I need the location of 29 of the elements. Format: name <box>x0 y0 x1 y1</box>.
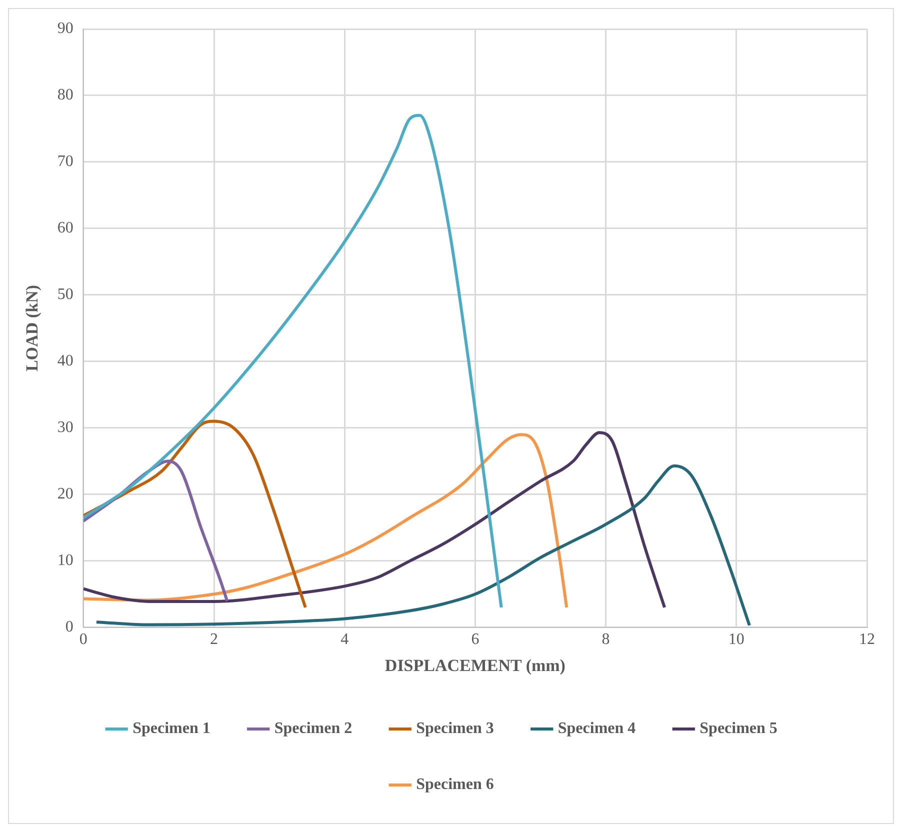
y-tick-label: 30 <box>57 419 74 436</box>
y-tick-label: 90 <box>57 20 74 38</box>
y-tick-label: 80 <box>57 86 74 104</box>
legend-label: Specimen 3 <box>416 720 494 738</box>
y-tick-label: 50 <box>57 286 74 304</box>
x-tick-label: 10 <box>728 631 744 648</box>
x-tick-label: 8 <box>602 631 610 648</box>
line-series <box>94 464 751 627</box>
line-series <box>83 431 666 609</box>
y-tick-label: 20 <box>57 486 74 503</box>
x-tick-label: 2 <box>210 631 218 648</box>
y-tick-label: 10 <box>57 552 74 570</box>
y-tick-label: 40 <box>57 352 74 370</box>
y-axis-title: LOAD (kN) <box>22 284 42 372</box>
x-axis-title: DISPLACEMENT (mm) <box>384 656 566 676</box>
x-tick-label: 6 <box>471 631 480 648</box>
legend-label: Specimen 2 <box>274 720 352 738</box>
legend-label: Specimen 4 <box>558 720 636 738</box>
line-series <box>83 433 568 609</box>
line-series <box>83 114 503 609</box>
legend-label: Specimen 1 <box>132 720 210 738</box>
x-tick-label: 12 <box>859 631 875 648</box>
y-tick-label: 70 <box>57 153 74 170</box>
x-tick-label: 4 <box>340 631 349 648</box>
y-tick-label: 60 <box>57 220 74 237</box>
y-tick-label: 0 <box>65 618 74 636</box>
legend-label: Specimen 6 <box>416 776 494 794</box>
legend-label: Specimen 5 <box>700 720 778 738</box>
x-tick-label: 0 <box>79 631 88 648</box>
